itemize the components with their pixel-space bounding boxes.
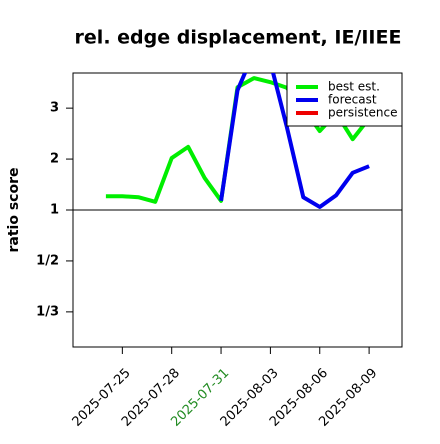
series-line <box>219 73 370 209</box>
chart-title: rel. edge displacement, IE/IIEE <box>75 27 402 49</box>
legend-label: forecast <box>328 93 377 107</box>
y-tick-label: 2 <box>50 152 59 167</box>
y-tick-label: 3 <box>50 101 59 116</box>
legend-label: best est. <box>328 80 380 94</box>
y-tick-label: 1 <box>50 202 59 217</box>
y-axis-label: ratio score <box>6 168 22 253</box>
legend-label: persistence <box>328 106 397 120</box>
y-tick-label: 1/2 <box>36 253 59 268</box>
y-tick-label: 1/3 <box>36 304 59 319</box>
